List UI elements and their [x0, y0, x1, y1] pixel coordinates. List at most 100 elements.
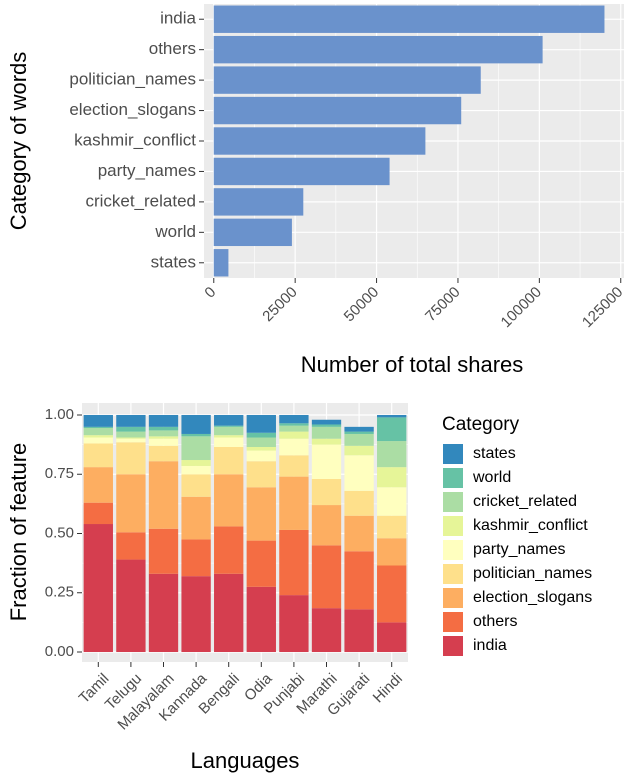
- segment-tamil-others: [83, 502, 113, 525]
- segment-punjabi-kashmir-conflict: [279, 431, 309, 439]
- segment-kannada-world: [181, 433, 211, 437]
- segment-odia-kashmir-conflict: [246, 446, 276, 451]
- top-x-tick-label: 125000: [579, 284, 626, 331]
- segment-tamil-states: [83, 415, 113, 427]
- bottom-x-tick-label-hindi: Hindi: [370, 670, 406, 706]
- top-bars: [213, 5, 605, 277]
- segment-marathi-world: [311, 424, 342, 427]
- top-y-tick-label-world: world: [154, 222, 196, 241]
- bottom-x-axis-title: Languages: [191, 748, 300, 773]
- segment-punjabi-others: [279, 529, 309, 596]
- top-x-axis: 0 25000 50000 75000 100000 125000: [201, 278, 626, 331]
- bar-india: [213, 5, 605, 33]
- legend-label-election-slogans: election_slogans: [473, 589, 592, 606]
- segment-gujarati-world: [344, 431, 374, 434]
- segment-kannada-politician-names: [181, 474, 211, 497]
- legend-label-states: states: [473, 445, 516, 462]
- segment-tamil-politician-names: [83, 443, 113, 468]
- legend-label-kashmir-conflict: kashmir_conflict: [473, 517, 588, 534]
- top-y-tick-label-party-names: party_names: [98, 161, 196, 180]
- top-y-axis: india others politician_names election_slog…: [69, 9, 204, 271]
- segment-telugu-party-names: [116, 438, 146, 443]
- segment-malayalam-kashmir-conflict: [148, 436, 179, 439]
- segment-bengali-india: [214, 573, 244, 652]
- segment-tamil-kashmir-conflict: [83, 435, 113, 438]
- segment-telugu-election-slogans: [116, 474, 146, 533]
- segment-malayalam-india: [148, 573, 179, 652]
- top-y-tick-label-election-slogans: election_slogans: [69, 100, 196, 119]
- bottom-x-axis: TamilTeluguMalayalamKannadaBengaliOdiaPu…: [76, 662, 406, 733]
- segment-kannada-party-names: [181, 465, 211, 475]
- segment-bengali-others: [214, 526, 244, 574]
- segment-marathi-politician-names: [311, 478, 342, 506]
- segment-tamil-world: [83, 426, 113, 429]
- segment-telugu-world: [116, 426, 146, 432]
- segment-kannada-states: [181, 415, 211, 434]
- segment-punjabi-politician-names: [279, 455, 309, 477]
- bottom-y-tick-label: 0.75: [45, 465, 74, 482]
- segment-tamil-india: [83, 524, 113, 652]
- segment-punjabi-party-names: [279, 438, 309, 456]
- bottom-y-tick-label: 0.25: [45, 584, 74, 601]
- segment-hindi-others: [377, 565, 407, 623]
- legend-label-cricket-related: cricket_related: [473, 493, 577, 510]
- segment-odia-cricket-related: [246, 437, 276, 447]
- segment-gujarati-politician-names: [344, 490, 374, 516]
- segment-odia-party-names: [246, 450, 276, 462]
- top-x-tick-label: 25000: [259, 284, 301, 326]
- top-y-tick-label-india: india: [160, 9, 196, 28]
- segment-gujarati-kashmir-conflict: [344, 445, 374, 456]
- segment-malayalam-states: [148, 415, 179, 427]
- segment-bengali-party-names: [214, 437, 244, 447]
- segment-kannada-india: [181, 576, 211, 652]
- top-x-tick-label: 50000: [341, 284, 383, 326]
- bar-kashmir-conflict: [213, 127, 426, 155]
- segment-malayalam-election-slogans: [148, 461, 179, 529]
- legend-swatch-party-names: [443, 540, 463, 560]
- segment-punjabi-india: [279, 595, 309, 652]
- segment-telugu-others: [116, 532, 146, 560]
- segment-hindi-election-slogans: [377, 538, 407, 566]
- segment-odia-politician-names: [246, 461, 276, 488]
- legend-label-politician-names: politician_names: [473, 565, 592, 582]
- top-y-tick-label-cricket-related: cricket_related: [85, 191, 196, 210]
- legend-swatch-india: [443, 636, 463, 656]
- legend-swatch-others: [443, 612, 463, 632]
- segment-hindi-world: [377, 417, 407, 442]
- segment-hindi-politician-names: [377, 515, 407, 539]
- segment-marathi-party-names: [311, 444, 342, 479]
- segment-malayalam-politician-names: [148, 445, 179, 462]
- segment-kannada-election-slogans: [181, 496, 211, 540]
- legend-label-others: others: [473, 613, 517, 630]
- segment-telugu-politician-names: [116, 442, 146, 475]
- legend-label-world: world: [472, 469, 511, 486]
- segment-odia-states: [246, 415, 276, 433]
- bottom-y-tick-label: 1.00: [45, 406, 74, 423]
- segment-telugu-states: [116, 415, 146, 427]
- segment-bengali-states: [214, 415, 244, 426]
- legend-title: Category: [442, 414, 520, 435]
- bar-party-names: [213, 157, 390, 186]
- bar-election-slogans: [213, 96, 462, 125]
- top-chart: india others politician_names election_slog…: [6, 4, 626, 377]
- legend-swatch-cricket-related: [443, 492, 463, 512]
- segment-malayalam-party-names: [148, 438, 179, 446]
- segment-bengali-kashmir-conflict: [214, 435, 244, 438]
- top-y-tick-label-states: states: [151, 252, 196, 271]
- segment-odia-india: [246, 586, 276, 652]
- segment-malayalam-world: [148, 426, 179, 431]
- segment-gujarati-others: [344, 551, 374, 610]
- segment-malayalam-others: [148, 528, 179, 574]
- bar-cricket-related: [213, 188, 304, 216]
- segment-bengali-world: [214, 425, 244, 427]
- segment-hindi-india: [377, 622, 407, 652]
- segment-hindi-cricket-related: [377, 441, 407, 468]
- bar-politician-names: [213, 66, 481, 94]
- segment-telugu-cricket-related: [116, 431, 146, 438]
- top-y-tick-label-kashmir-conflict: kashmir_conflict: [74, 130, 196, 149]
- top-x-axis-title: Number of total shares: [301, 352, 524, 377]
- bar-world: [213, 218, 292, 247]
- bottom-chart: 0.00 0.25 0.50 0.75 1.00 TamilTeluguMalayala…: [6, 403, 592, 773]
- bottom-y-axis: 0.00 0.25 0.50 0.75 1.00: [45, 406, 82, 660]
